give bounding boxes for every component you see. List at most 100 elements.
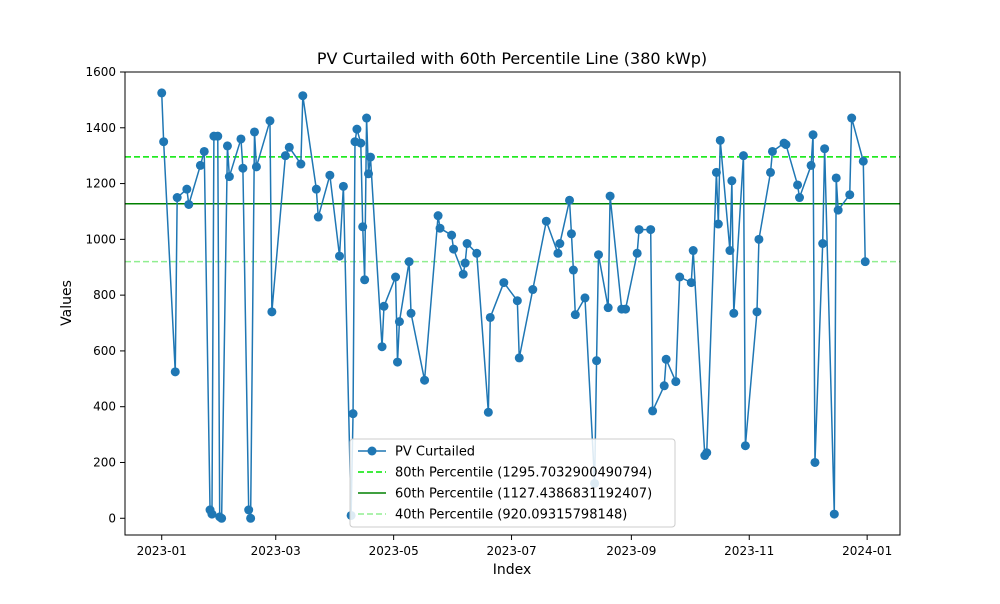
data-point-109 xyxy=(808,130,818,140)
data-point-4 xyxy=(182,184,192,194)
data-point-69 xyxy=(566,229,576,239)
data-point-44 xyxy=(379,301,389,311)
data-point-115 xyxy=(833,205,843,215)
y-axis-label: Values xyxy=(59,280,75,326)
data-point-87 xyxy=(675,272,685,282)
data-point-32 xyxy=(338,181,348,191)
data-point-57 xyxy=(462,239,472,249)
data-point-70 xyxy=(568,265,578,275)
data-point-29 xyxy=(313,212,323,222)
data-point-82 xyxy=(646,225,656,235)
data-point-81 xyxy=(634,225,644,235)
legend-label-3: 40th Percentile (920.09315798148) xyxy=(395,508,627,523)
data-point-5 xyxy=(184,199,194,209)
data-point-27 xyxy=(298,91,308,101)
data-point-91 xyxy=(702,448,712,458)
x-axis-label: Index xyxy=(493,562,532,578)
data-point-72 xyxy=(580,293,590,303)
data-point-14 xyxy=(222,141,232,151)
data-point-93 xyxy=(713,219,723,229)
data-point-55 xyxy=(458,269,468,279)
y-tick-label-5: 1000 xyxy=(85,232,116,246)
data-point-85 xyxy=(661,354,671,364)
data-point-11 xyxy=(213,131,223,141)
data-point-94 xyxy=(715,135,725,145)
legend: PV Curtailed 80th Percentile (1295.703290… xyxy=(349,438,676,528)
data-point-66 xyxy=(553,248,563,258)
data-point-39 xyxy=(360,275,370,285)
data-point-83 xyxy=(648,406,658,416)
data-point-7 xyxy=(199,146,209,156)
data-point-84 xyxy=(659,381,669,391)
data-point-99 xyxy=(740,441,750,451)
x-tick-label-2: 2023-05 xyxy=(369,544,419,558)
data-point-98 xyxy=(738,151,748,161)
data-point-28 xyxy=(311,184,321,194)
y-tick-label-0: 0 xyxy=(108,511,116,525)
data-point-30 xyxy=(325,170,335,180)
data-point-58 xyxy=(472,248,482,258)
data-point-92 xyxy=(711,167,721,177)
data-point-107 xyxy=(795,193,805,203)
data-point-68 xyxy=(565,195,575,205)
y-tick-label-3: 600 xyxy=(93,344,116,358)
data-point-16 xyxy=(236,134,246,144)
data-point-17 xyxy=(238,163,248,173)
data-point-80 xyxy=(632,248,642,258)
data-point-22 xyxy=(265,116,275,126)
data-point-112 xyxy=(820,144,830,154)
data-point-101 xyxy=(754,234,764,244)
data-point-117 xyxy=(847,113,857,123)
data-point-96 xyxy=(727,176,737,186)
data-point-111 xyxy=(818,239,828,249)
data-point-21 xyxy=(251,162,261,172)
data-point-60 xyxy=(485,312,495,322)
series-line-0 xyxy=(160,92,866,520)
data-point-88 xyxy=(686,278,696,288)
data-point-76 xyxy=(603,303,613,313)
data-point-63 xyxy=(514,353,524,363)
y-tick-label-2: 400 xyxy=(93,400,116,414)
data-point-108 xyxy=(806,160,816,170)
data-point-52 xyxy=(435,223,445,233)
data-point-6 xyxy=(195,160,205,170)
data-point-41 xyxy=(364,169,374,179)
data-point-40 xyxy=(362,113,372,123)
y-axis: 0 200 400 600 800 1000 1200 1400 1600 xyxy=(85,65,125,525)
data-point-89 xyxy=(688,246,698,256)
data-point-46 xyxy=(393,357,403,367)
data-point-23 xyxy=(267,307,277,317)
data-point-106 xyxy=(793,180,803,190)
data-point-113 xyxy=(829,509,839,519)
data-point-43 xyxy=(377,342,387,352)
data-point-102 xyxy=(766,167,776,177)
data-point-18 xyxy=(244,505,254,515)
data-point-13 xyxy=(217,513,227,523)
data-point-37 xyxy=(356,138,366,148)
data-point-118 xyxy=(858,156,868,166)
data-point-31 xyxy=(335,251,345,261)
data-point-1 xyxy=(159,137,169,147)
data-point-65 xyxy=(541,216,551,226)
y-tick-label-8: 1600 xyxy=(85,65,116,79)
data-point-0 xyxy=(157,88,167,98)
data-point-51 xyxy=(433,211,443,221)
data-point-105 xyxy=(781,140,791,150)
y-tick-label-4: 800 xyxy=(93,288,116,302)
data-point-15 xyxy=(224,172,234,182)
data-point-114 xyxy=(831,173,841,183)
data-point-97 xyxy=(729,308,739,318)
data-point-47 xyxy=(394,317,404,327)
data-point-79 xyxy=(621,304,631,314)
data-point-116 xyxy=(845,190,855,200)
data-point-48 xyxy=(404,257,414,267)
data-point-61 xyxy=(499,278,509,288)
data-point-56 xyxy=(460,258,470,268)
data-point-62 xyxy=(512,296,522,306)
data-point-9 xyxy=(207,509,217,519)
data-point-50 xyxy=(420,375,430,385)
data-point-42 xyxy=(365,152,375,162)
data-point-67 xyxy=(555,239,565,249)
legend-box xyxy=(349,438,676,528)
data-point-53 xyxy=(447,230,457,240)
